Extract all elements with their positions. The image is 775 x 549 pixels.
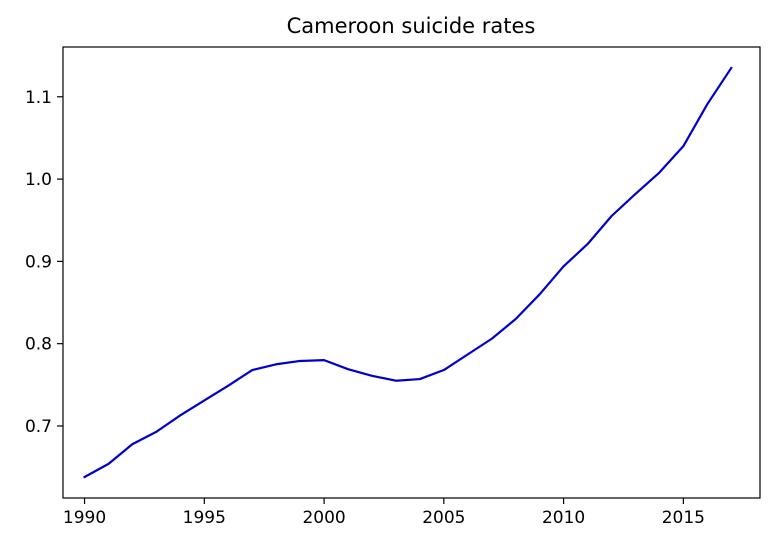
x-axis: 1990 1995 2000 2005 2010 2015 [63, 498, 705, 528]
x-tick-label: 2000 [302, 508, 345, 528]
x-tick-label: 2010 [542, 508, 585, 528]
y-tick-label: 0.7 [25, 417, 52, 437]
y-axis: 0.7 0.8 0.9 1.0 1.1 [25, 88, 63, 437]
chart-title: Cameroon suicide rates [287, 14, 536, 38]
x-tick-label: 2015 [662, 508, 705, 528]
y-tick-label: 1.1 [25, 88, 52, 108]
x-tick-label: 2005 [422, 508, 465, 528]
plot-frame [62, 46, 761, 499]
y-tick-label: 0.9 [25, 252, 52, 272]
y-tick-label: 1.0 [25, 170, 52, 190]
x-tick-label: 1995 [183, 508, 226, 528]
series-line-0 [83, 66, 733, 479]
plot-area [83, 66, 733, 479]
y-tick-label: 0.8 [25, 335, 52, 355]
x-tick-label: 1990 [63, 508, 106, 528]
